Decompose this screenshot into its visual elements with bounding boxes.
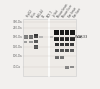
Text: MCF-7: MCF-7 xyxy=(46,9,54,18)
Bar xyxy=(60,49,64,52)
Bar xyxy=(60,56,64,59)
Bar xyxy=(39,36,43,38)
Text: 70-Da: 70-Da xyxy=(13,65,21,69)
Text: WDR33: WDR33 xyxy=(75,35,88,39)
Bar xyxy=(65,66,69,69)
Text: 130-Da: 130-Da xyxy=(13,45,22,49)
Text: HepG2: HepG2 xyxy=(26,9,34,18)
Bar xyxy=(65,30,69,35)
Bar xyxy=(23,19,76,76)
Bar xyxy=(55,43,59,46)
Text: HeLa: HeLa xyxy=(31,10,38,18)
Text: Mouse liver: Mouse liver xyxy=(62,3,74,18)
Text: Rat liver: Rat liver xyxy=(72,7,82,18)
Text: 180-Da: 180-Da xyxy=(13,35,22,39)
Bar xyxy=(34,35,38,38)
Text: Jurkat: Jurkat xyxy=(52,10,59,18)
Text: 250-Da: 250-Da xyxy=(13,27,22,31)
Bar xyxy=(70,43,74,46)
Bar xyxy=(55,37,59,41)
Bar xyxy=(60,30,64,35)
Bar xyxy=(24,35,28,39)
Text: 100-Da: 100-Da xyxy=(13,54,22,58)
Text: Rat brain: Rat brain xyxy=(67,6,77,18)
Bar xyxy=(65,43,69,46)
Bar xyxy=(29,35,33,39)
Bar xyxy=(70,30,74,35)
Bar xyxy=(34,45,38,49)
Bar xyxy=(55,30,59,35)
Bar xyxy=(55,49,59,52)
Text: Mouse brain: Mouse brain xyxy=(57,2,69,18)
Bar xyxy=(24,41,27,43)
Text: 300-Da: 300-Da xyxy=(13,20,22,24)
Bar xyxy=(70,37,74,41)
Bar xyxy=(70,66,74,68)
Text: SHG-44: SHG-44 xyxy=(36,8,45,18)
Bar xyxy=(50,36,53,38)
Bar xyxy=(65,37,69,41)
Bar xyxy=(60,43,64,46)
Bar xyxy=(70,49,74,52)
Bar xyxy=(60,37,64,41)
Bar xyxy=(34,40,38,43)
Text: C6: C6 xyxy=(41,13,46,18)
Bar xyxy=(65,49,69,52)
Bar xyxy=(55,56,59,59)
Bar xyxy=(29,41,33,43)
